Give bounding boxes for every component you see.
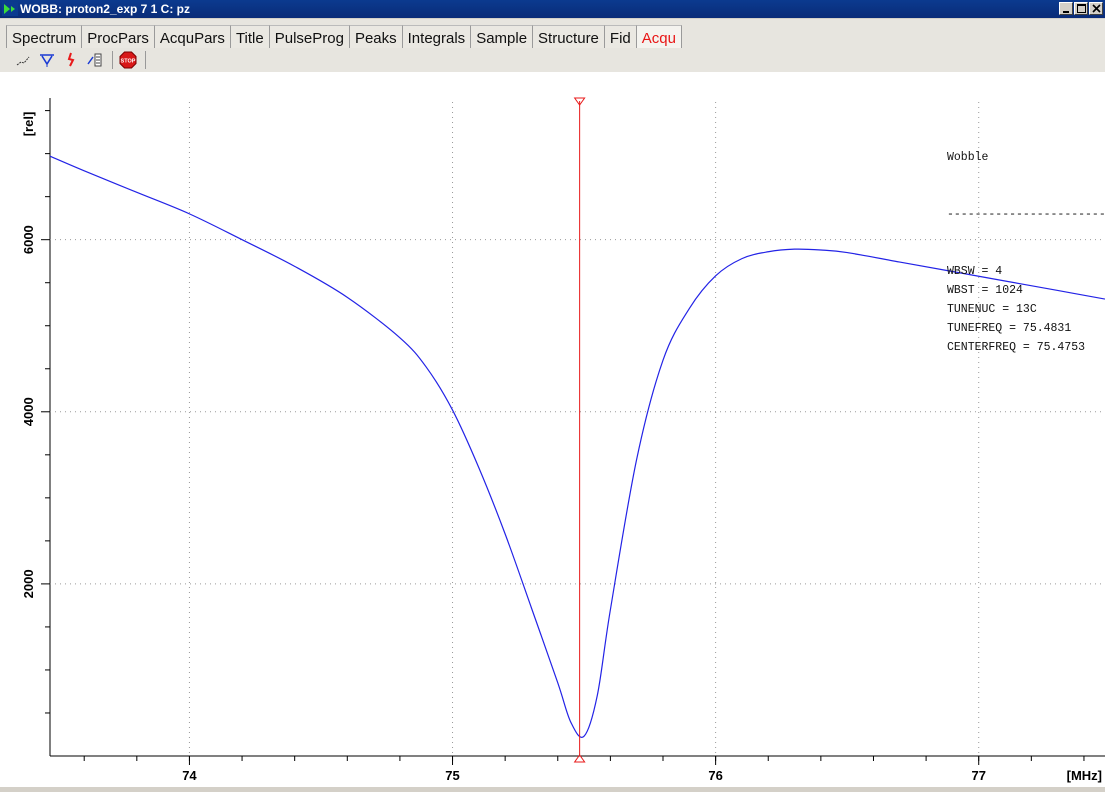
tab-title[interactable]: Title bbox=[229, 25, 270, 51]
maximize-button[interactable] bbox=[1074, 2, 1088, 15]
x-tick-label: 76 bbox=[708, 768, 722, 783]
cursor-marker-button[interactable] bbox=[38, 51, 56, 69]
close-icon bbox=[1091, 4, 1101, 13]
tab-structure[interactable]: Structure bbox=[532, 25, 605, 51]
y-tick-label: 6000 bbox=[21, 225, 36, 254]
info-separator: ------------------------- bbox=[947, 208, 1105, 221]
x-tick-label: 77 bbox=[971, 768, 985, 783]
wobble-info-panel: Wobble ------------------------- WBSW = … bbox=[947, 110, 1105, 395]
toolbar-separator bbox=[112, 51, 113, 69]
y-tick-label: 2000 bbox=[21, 569, 36, 598]
tab-pulseprog[interactable]: PulseProg bbox=[268, 25, 350, 51]
marker-top-triangle-icon bbox=[573, 97, 586, 106]
tab-acqu[interactable]: Acqu bbox=[635, 25, 682, 51]
info-line: CENTERFREQ = 75.4753 bbox=[947, 341, 1086, 354]
maximize-icon bbox=[1076, 4, 1086, 13]
tab-integrals[interactable]: Integrals bbox=[401, 25, 472, 51]
tab-peaks[interactable]: Peaks bbox=[348, 25, 403, 51]
toolbar: STOP bbox=[0, 48, 1105, 72]
red-arrow-icon bbox=[67, 52, 75, 67]
close-button[interactable] bbox=[1089, 2, 1103, 15]
tab-sample[interactable]: Sample bbox=[470, 25, 534, 51]
minimize-button[interactable] bbox=[1059, 2, 1073, 15]
window-titlebar[interactable]: WOBB: proton2_exp 7 1 C: pz bbox=[0, 0, 1105, 18]
info-line: WBST = 1024 bbox=[947, 284, 1023, 297]
cursor-marker-icon bbox=[40, 54, 54, 67]
toolbar-separator bbox=[145, 51, 146, 69]
x-tick-label: 74 bbox=[182, 768, 197, 783]
minimize-icon bbox=[1063, 10, 1069, 13]
line-mode-button[interactable] bbox=[14, 51, 32, 69]
wobble-curve[interactable] bbox=[49, 155, 1105, 738]
wobble-chart[interactable]: 74 75 76 77 2000 4000 6000 [rel] [MHz] bbox=[0, 72, 1105, 787]
red-arrow-button[interactable] bbox=[62, 51, 80, 69]
svg-text:STOP: STOP bbox=[121, 59, 136, 65]
x-tick-label: 75 bbox=[445, 768, 459, 783]
info-line: TUNEFREQ = 75.4831 bbox=[947, 322, 1072, 335]
line-mode-icon bbox=[16, 56, 30, 66]
y-axis-label: [rel] bbox=[21, 112, 36, 137]
y-tick-label: 4000 bbox=[21, 397, 36, 426]
info-line: WBSW = 4 bbox=[947, 265, 1003, 278]
tab-fid[interactable]: Fid bbox=[603, 25, 637, 51]
list-button[interactable] bbox=[86, 51, 104, 69]
tab-spectrum[interactable]: Spectrum bbox=[6, 25, 83, 51]
stop-icon: STOP bbox=[119, 51, 137, 69]
x-axis-label: [MHz] bbox=[1067, 768, 1102, 783]
info-line: TUNENUC = 13C bbox=[947, 303, 1037, 316]
wobble-plot-area[interactable]: 74 75 76 77 2000 4000 6000 [rel] [MHz] Wobble --… bbox=[0, 72, 1105, 787]
stop-button[interactable]: STOP bbox=[119, 51, 137, 69]
list-icon bbox=[87, 53, 102, 67]
tabs: Spectrum ProcPars AcquPars Title PulseProg Pe… bbox=[6, 21, 682, 51]
tab-procpars[interactable]: ProcPars bbox=[81, 25, 155, 51]
window-title: WOBB: proton2_exp 7 1 C: pz bbox=[20, 2, 191, 16]
info-title: Wobble bbox=[947, 151, 989, 164]
marker-bottom-triangle-icon bbox=[573, 754, 586, 763]
topspin-app-icon bbox=[2, 2, 18, 16]
